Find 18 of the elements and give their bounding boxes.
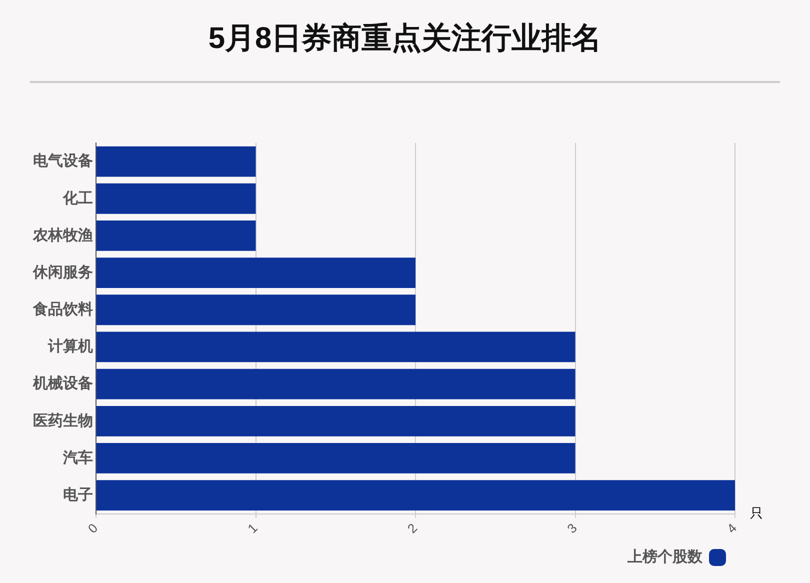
x-tick-label: 4	[724, 520, 740, 536]
legend-label: 上榜个股数	[626, 548, 704, 566]
chart-title: 5月8日券商重点关注行业排名	[207, 21, 603, 57]
x-tick-label: 2	[404, 520, 420, 536]
y-tick-label: 化工	[62, 190, 93, 207]
y-tick-label: 电气设备	[33, 152, 93, 170]
x-tick-label: 1	[244, 520, 260, 536]
y-tick-label: 电子	[63, 486, 93, 504]
y-tick-label: 计算机	[47, 338, 93, 356]
x-tick-label: 0	[84, 520, 101, 536]
y-tick-label: 食品饮料	[32, 301, 93, 318]
x-axis-title: 只	[750, 505, 763, 520]
y-tick-label: 农林牧渔	[32, 226, 93, 244]
y-tick-label: 医药生物	[33, 412, 93, 430]
y-tick-label: 休闲服务	[32, 264, 93, 281]
y-tick-label: 汽车	[62, 448, 93, 466]
y-tick-label: 机械设备	[32, 375, 93, 392]
x-tick-label: 3	[564, 520, 580, 536]
